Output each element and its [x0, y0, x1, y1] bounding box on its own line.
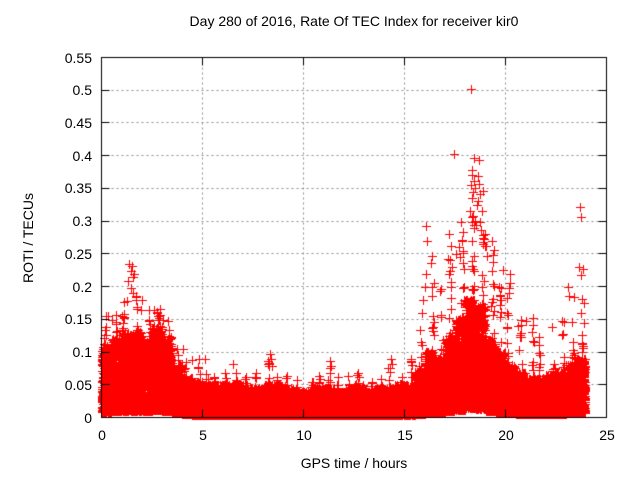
- y-tick-label: 0.3: [72, 213, 92, 229]
- x-tick-label: 20: [498, 427, 514, 443]
- x-tick-label: 10: [296, 427, 312, 443]
- x-axis-label: GPS time / hours: [300, 455, 408, 471]
- x-tick-label: 15: [397, 427, 413, 443]
- y-tick-label: 0: [84, 410, 92, 426]
- y-tick-label: 0.25: [64, 246, 92, 262]
- y-tick-label: 0.2: [72, 279, 92, 295]
- y-tick-label: 0.45: [64, 115, 92, 131]
- y-tick-label: 0.15: [64, 311, 92, 327]
- y-tick-label: 0.1: [72, 344, 92, 360]
- y-tick-label: 0.05: [64, 377, 92, 393]
- chart-title: Day 280 of 2016, Rate Of TEC Index for r…: [189, 13, 519, 29]
- y-tick-label: 0.35: [64, 180, 92, 196]
- x-tick-label: 0: [98, 427, 106, 443]
- y-tick-label: 0.4: [72, 148, 92, 164]
- x-tick-label: 5: [199, 427, 207, 443]
- y-tick-label: 0.55: [64, 50, 92, 66]
- y-axis-label: ROTI / TECUs: [20, 193, 36, 283]
- x-tick-label: 25: [599, 427, 615, 443]
- y-tick-label: 0.5: [72, 82, 92, 98]
